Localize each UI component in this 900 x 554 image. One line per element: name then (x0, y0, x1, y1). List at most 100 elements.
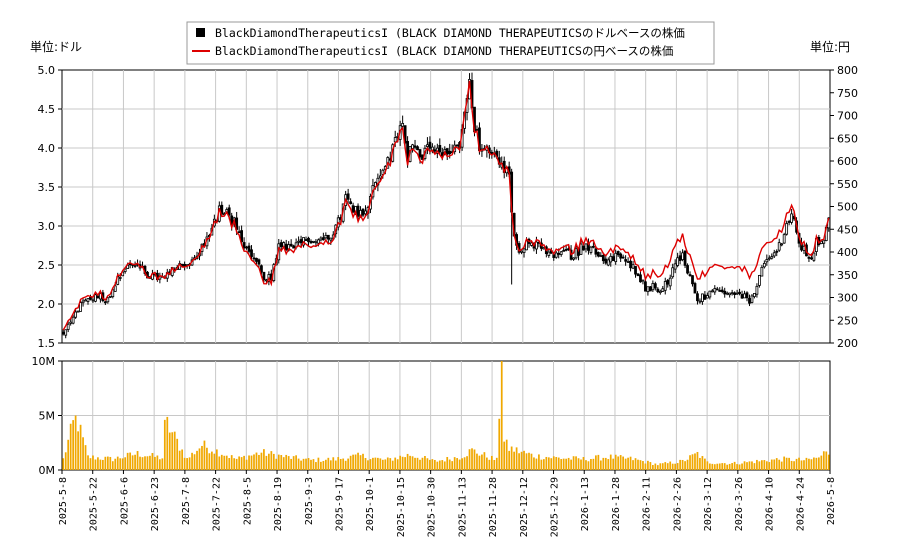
volume-bar (617, 456, 620, 470)
candle-body (762, 262, 766, 268)
volume-bar (369, 459, 372, 470)
candle-body (629, 260, 632, 269)
volume-bar (201, 445, 203, 470)
candle-body (705, 295, 709, 299)
volume-bar (684, 461, 686, 470)
candle-body (609, 255, 613, 263)
candle-body (264, 279, 268, 282)
candle-body (475, 129, 479, 131)
volume-bar (483, 452, 486, 470)
candle-body (683, 250, 687, 266)
candle-body (364, 210, 367, 215)
volume-bar (183, 457, 186, 470)
candle-body (94, 294, 97, 302)
candle-body (309, 241, 313, 244)
volume-bar (634, 458, 637, 470)
candle-body (455, 144, 459, 147)
candle-body (240, 230, 244, 242)
volume-bar (654, 463, 657, 470)
volume-bar (731, 463, 734, 470)
volume-bar (99, 459, 102, 470)
x-tick-label: 2025-9-17 (334, 477, 345, 531)
volume-bar (746, 462, 748, 470)
candle-body (755, 285, 759, 295)
left-tick-label: 3.0 (38, 220, 56, 233)
candle-body (676, 257, 680, 266)
candle-body (735, 292, 739, 295)
left-tick-label: 3.5 (38, 181, 56, 194)
candle-body (118, 277, 122, 279)
candle-body (777, 242, 781, 251)
candle-body (658, 290, 662, 294)
left-unit-label: 単位:ドル (30, 39, 82, 54)
volume-bar (322, 460, 325, 470)
volume-bar (344, 460, 347, 470)
volume-bar (699, 457, 701, 470)
candle-body (574, 248, 578, 259)
volume-bar (763, 460, 766, 470)
volume-bar (384, 459, 387, 470)
volume-bar (689, 455, 691, 470)
legend-marker-usd (196, 28, 205, 37)
candle-body (596, 252, 600, 257)
x-tick-label: 2025-8-5 (242, 477, 253, 525)
candle-body (765, 259, 769, 263)
volume-bar (520, 451, 523, 470)
candle-body (822, 239, 826, 244)
volume-bar (94, 459, 97, 470)
candle-body (668, 277, 672, 287)
volume-bar (126, 452, 129, 470)
volume-bar (193, 454, 196, 470)
candle-body (661, 288, 665, 292)
volume-bar (139, 456, 141, 470)
candle-body (753, 293, 756, 297)
volume-bar (486, 457, 488, 470)
volume-bar (542, 459, 545, 470)
candle-body (641, 279, 645, 282)
candle-body (589, 246, 593, 253)
volume-bar (181, 449, 184, 470)
volume-bar (713, 464, 716, 470)
volume-bar (669, 461, 672, 470)
volume-bar (211, 451, 213, 470)
volume-bar (295, 455, 297, 470)
candle-body (401, 123, 405, 127)
candle-body (758, 275, 761, 286)
volume-bar (258, 454, 260, 470)
volume-bar (156, 455, 159, 470)
volume-bar (203, 440, 206, 470)
candle-body (535, 241, 538, 250)
volume-bar (448, 459, 451, 470)
volume-bar (414, 457, 416, 470)
volume-bar (409, 455, 411, 470)
candle-body (606, 259, 610, 266)
candle-body (86, 298, 90, 302)
candle-body (554, 252, 558, 258)
volume-bar (656, 465, 659, 470)
x-tick-label: 2025-8-19 (273, 477, 284, 531)
volume-bar (82, 437, 84, 470)
candle-body (260, 265, 263, 273)
candle-body (671, 267, 675, 278)
volume-bar (629, 456, 632, 470)
volume-bar (736, 464, 738, 470)
x-tick-label: 2025-9-3 (304, 477, 315, 525)
right-tick-label: 600 (837, 155, 858, 168)
volume-bar (404, 457, 406, 470)
volume-bar (287, 456, 290, 470)
volume-bar (149, 455, 151, 470)
candle-body (74, 311, 78, 318)
candle-body (666, 279, 670, 285)
candle-body (810, 257, 813, 260)
volume-bar (795, 458, 798, 470)
candle-body (639, 274, 642, 283)
volume-bar (758, 461, 761, 470)
volume-bar (238, 456, 241, 470)
volume-bar (572, 456, 575, 470)
volume-bar (225, 455, 228, 470)
left-tick-label: 4.5 (38, 103, 56, 116)
candle-body (252, 257, 256, 260)
volume-bar (694, 453, 696, 470)
volume-bar (389, 458, 392, 470)
